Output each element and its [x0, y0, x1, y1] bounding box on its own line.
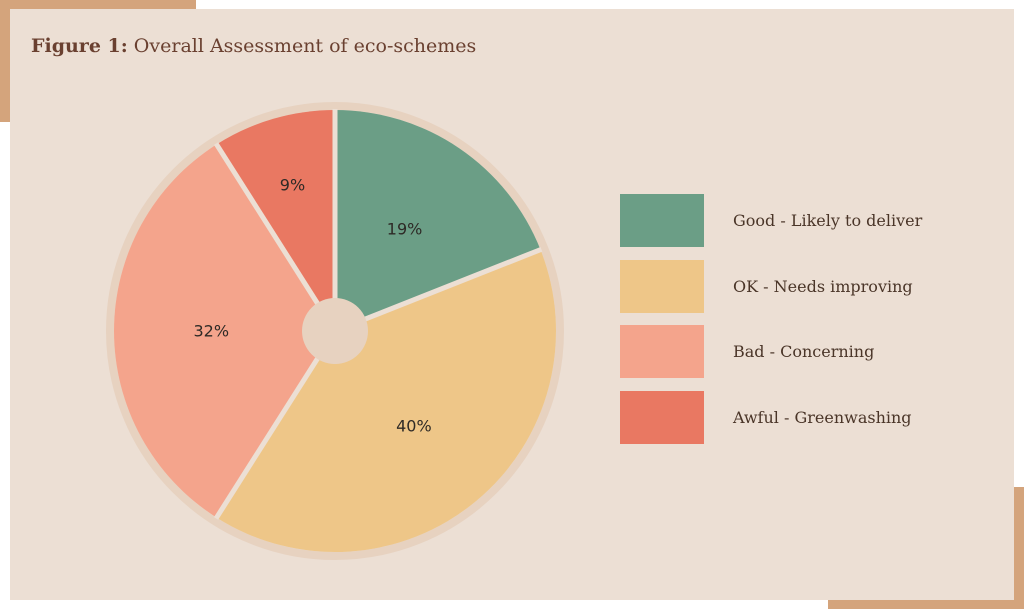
pie-center-hole: [302, 298, 368, 364]
pie-slice-label-3: 9%: [279, 175, 306, 195]
pie-separator-1: [334, 246, 543, 334]
legend-item-3: Awful - Greenwashing: [620, 390, 922, 444]
figure-card: Figure 1: Overall Assessment of eco-sche…: [10, 9, 1014, 600]
legend-item-1: OK - Needs improving: [620, 259, 922, 313]
pie-slice-label-1: 40%: [396, 416, 432, 436]
pie-slice-2: [113, 144, 336, 518]
chart-title-prefix: Figure 1:: [31, 35, 128, 57]
pie-slice-0: [335, 110, 541, 331]
chart-title: Figure 1: Overall Assessment of eco-sche…: [31, 35, 476, 57]
legend-label-1: OK - Needs improving: [733, 276, 913, 296]
pie-chart: [106, 102, 564, 560]
legend-swatch-1: [620, 259, 704, 313]
pie-separator-2: [213, 329, 338, 520]
legend-label-2: Bad - Concerning: [733, 342, 875, 361]
pie-rim: [106, 102, 564, 560]
pie-slice-3: [216, 110, 335, 331]
legend-swatch-2: [620, 325, 704, 378]
legend-swatch-3: [620, 390, 704, 444]
pie-slice-1: [216, 249, 557, 552]
legend-label-0: Good - Likely to deliver: [733, 211, 923, 230]
chart-legend: Good - Likely to deliver OK - Needs impro…: [620, 194, 922, 456]
legend-swatch-0: [620, 194, 704, 247]
legend-label-3: Awful - Greenwashing: [733, 407, 912, 427]
legend-item-2: Bad - Concerning: [620, 325, 922, 378]
pie-slice-label-2: 32%: [193, 321, 230, 341]
chart-title-text: Overall Assessment of eco-schemes: [127, 35, 477, 57]
pie-slice-label-0: 19%: [386, 219, 423, 239]
legend-item-0: Good - Likely to deliver: [620, 194, 922, 247]
pie-separator-3: [213, 142, 338, 333]
